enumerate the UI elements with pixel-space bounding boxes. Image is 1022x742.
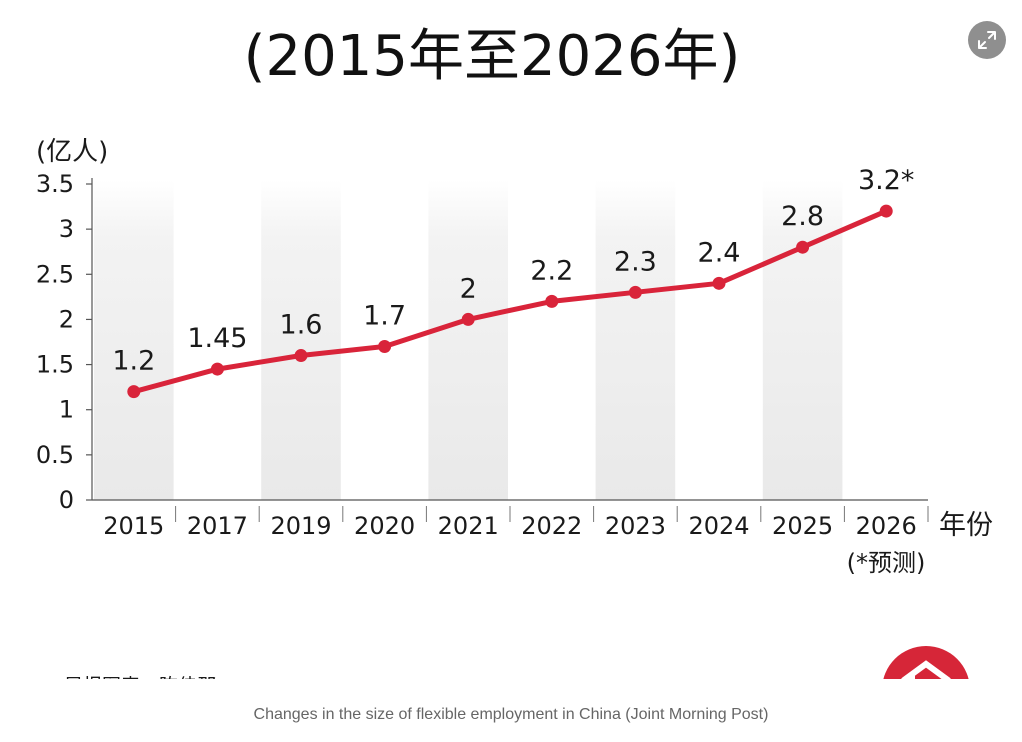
chart-title: (2015年至2026年) <box>244 24 741 89</box>
data-point-2023 <box>628 285 642 299</box>
background-bands <box>94 180 843 500</box>
y-tick-label: 2.5 <box>36 260 74 288</box>
x-tick-label-2020: 2020 <box>354 512 415 540</box>
x-tick-label-2021: 2021 <box>438 512 499 540</box>
x-tick-label-2023: 2023 <box>605 512 666 540</box>
data-point-2024 <box>712 276 726 290</box>
data-label-2019: 1.6 <box>280 310 323 341</box>
series-line <box>131 208 889 395</box>
data-labels: 1.2 1.45 1.6 1.7 2 2.2 2.3 2.4 2.8 3.2* <box>112 165 914 377</box>
data-label-2015: 1.2 <box>112 346 155 377</box>
y-tick-label: 1.5 <box>36 351 74 379</box>
expand-icon <box>978 31 996 49</box>
image-caption: Changes in the size of flexible employme… <box>253 706 769 723</box>
data-label-2025: 2.8 <box>781 201 824 232</box>
zaobao-logo <box>883 646 969 679</box>
x-tick-label-2019: 2019 <box>270 512 331 540</box>
y-axis-ticks: 0 0.5 1 1.5 2 2.5 3 3.5 <box>36 170 92 514</box>
y-axis-unit: (亿人) <box>36 137 108 167</box>
data-point-2020 <box>378 340 392 354</box>
x-tick-label-2026: 2026 <box>856 512 917 540</box>
y-tick-label: 3.5 <box>36 170 74 198</box>
data-label-2026: 3.2* <box>858 165 914 196</box>
y-tick-label: 3 <box>59 215 74 243</box>
y-tick-label: 0.5 <box>36 441 74 469</box>
x-tick-label-2015: 2015 <box>103 512 164 540</box>
band-2019 <box>261 180 341 500</box>
data-point-2025 <box>796 240 810 254</box>
data-label-2022: 2.2 <box>530 255 573 286</box>
band-2015 <box>94 180 174 500</box>
band-2021 <box>428 180 508 500</box>
data-point-2022 <box>545 294 559 308</box>
data-point-2021 <box>461 312 475 326</box>
y-tick-label: 1 <box>59 396 74 424</box>
forecast-note: (*预测) <box>847 549 926 577</box>
source-credit-group: 早报图表：陈佳郡 <box>64 646 969 697</box>
data-point-2026 <box>879 204 893 218</box>
data-label-2020: 1.7 <box>363 301 406 332</box>
data-point-2017 <box>210 362 224 376</box>
x-tick-label-2017: 2017 <box>187 512 248 540</box>
x-tick-label-2024: 2024 <box>688 512 749 540</box>
y-tick-label: 0 <box>59 486 74 514</box>
x-axis-unit: 年份 <box>939 510 993 541</box>
data-label-2017: 1.45 <box>187 323 247 354</box>
x-axis-ticks: 2015 2017 2019 2020 2021 2022 2023 2024 2025 2026 <box>103 506 929 540</box>
expand-button[interactable] <box>968 21 1006 59</box>
band-2023 <box>595 180 676 500</box>
data-point-2015 <box>127 385 141 399</box>
data-label-2024: 2.4 <box>698 237 741 268</box>
data-label-2021: 2 <box>460 273 477 304</box>
y-tick-label: 2 <box>59 305 74 333</box>
data-label-2023: 2.3 <box>614 246 657 277</box>
x-tick-label-2025: 2025 <box>772 512 833 540</box>
x-tick-label-2022: 2022 <box>521 512 582 540</box>
data-point-2019 <box>294 349 308 363</box>
source-credit: 早报图表：陈佳郡 <box>64 675 216 697</box>
data-points <box>127 204 893 399</box>
